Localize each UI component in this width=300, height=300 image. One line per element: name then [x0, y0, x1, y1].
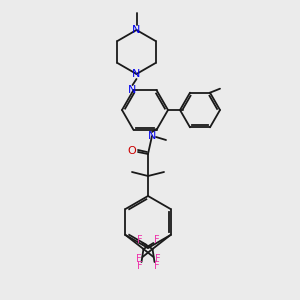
Text: F: F [154, 235, 159, 245]
Text: F: F [136, 254, 141, 264]
Text: F: F [137, 261, 142, 271]
Text: N: N [132, 25, 141, 35]
Text: F: F [137, 235, 142, 245]
Text: N: N [132, 69, 141, 79]
Text: F: F [155, 254, 160, 264]
Text: F: F [154, 261, 159, 271]
Text: N: N [148, 131, 156, 141]
Text: O: O [128, 146, 136, 156]
Text: N: N [128, 85, 137, 95]
